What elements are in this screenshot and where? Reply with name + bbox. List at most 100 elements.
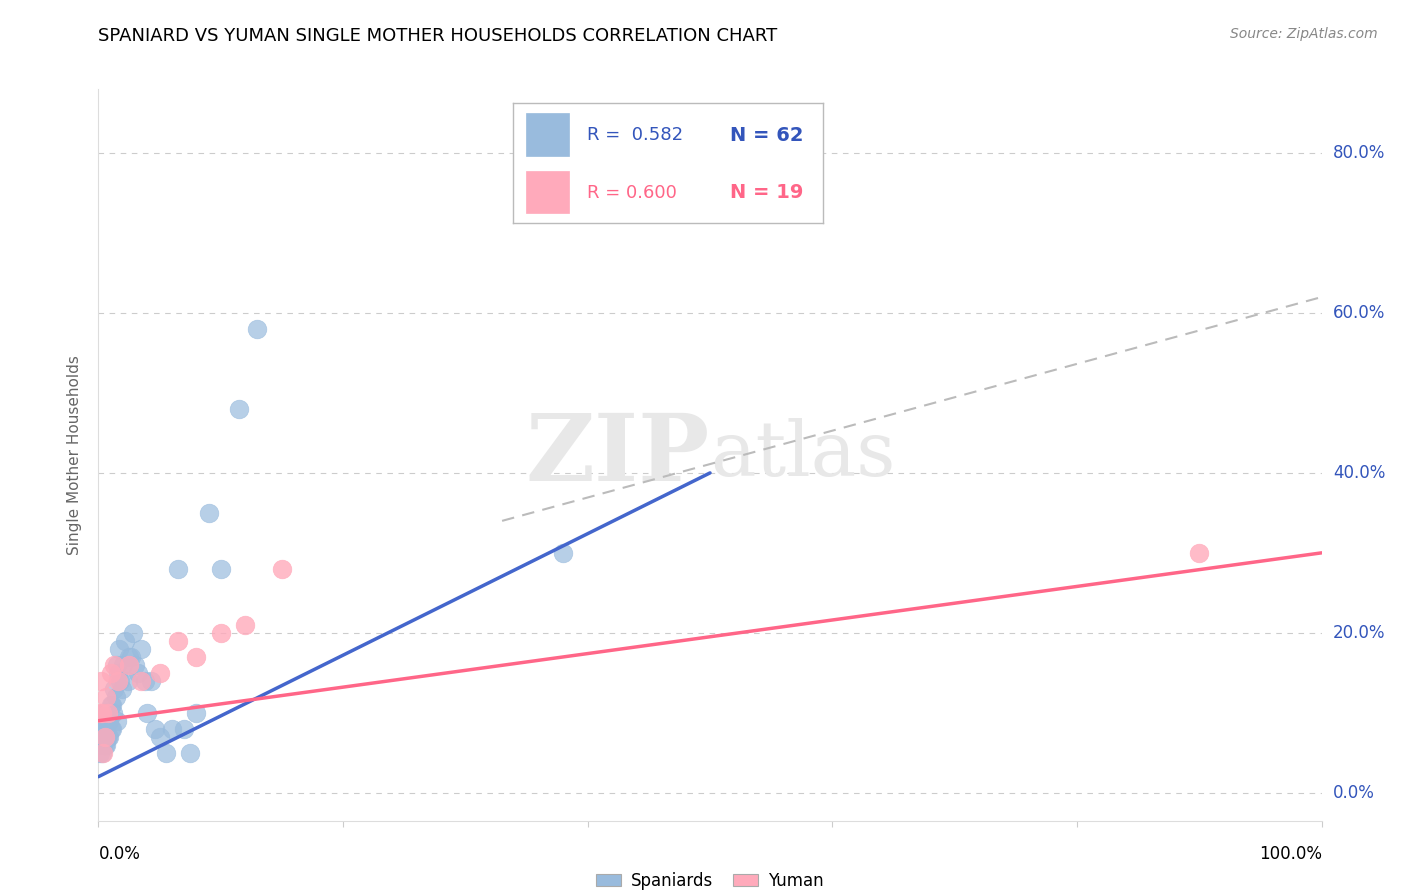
Text: 60.0%: 60.0% [1333, 304, 1385, 322]
Point [89, 730, 111, 744]
Point [173, 722, 195, 736]
Point [270, 562, 294, 576]
Point [94, 722, 117, 736]
Point [94, 690, 117, 704]
Point [96, 714, 118, 728]
Point [91, 746, 114, 760]
Point [91, 738, 114, 752]
Point [93, 738, 115, 752]
Point [117, 673, 139, 688]
Point [98, 730, 121, 744]
Text: 0.0%: 0.0% [1333, 784, 1375, 802]
Text: 80.0%: 80.0% [1333, 145, 1385, 162]
Text: 100.0%: 100.0% [1258, 845, 1322, 863]
Text: Source: ZipAtlas.com: Source: ZipAtlas.com [1230, 27, 1378, 41]
Point [186, 649, 208, 664]
Point [94, 738, 117, 752]
Point [93, 722, 115, 736]
Point [100, 722, 122, 736]
Legend: Spaniards, Yuman: Spaniards, Yuman [589, 865, 831, 892]
Point [93, 730, 115, 744]
Point [553, 546, 575, 560]
Text: 0.0%: 0.0% [98, 845, 141, 863]
Point [91, 706, 114, 720]
Point [124, 657, 146, 672]
Point [107, 673, 129, 688]
Point [105, 714, 128, 728]
Point [129, 641, 152, 656]
Point [118, 657, 141, 672]
Point [101, 706, 124, 720]
Point [105, 657, 128, 672]
Point [93, 706, 115, 720]
Point [89, 706, 111, 720]
Point [127, 665, 149, 680]
Point [108, 641, 131, 656]
Text: R =  0.582: R = 0.582 [588, 126, 683, 145]
Point [100, 665, 122, 680]
Point [97, 730, 120, 744]
Point [186, 706, 208, 720]
Text: R = 0.600: R = 0.600 [588, 184, 678, 202]
Point [91, 746, 114, 760]
Point [97, 714, 120, 728]
Point [134, 673, 156, 688]
Point [149, 665, 172, 680]
Y-axis label: Single Mother Households: Single Mother Households [67, 355, 83, 555]
Point [91, 730, 114, 744]
Point [120, 649, 142, 664]
Point [90, 673, 112, 688]
Text: atlas: atlas [710, 418, 896, 491]
Point [118, 649, 141, 664]
Text: ZIP: ZIP [526, 410, 710, 500]
Point [209, 562, 232, 576]
Point [233, 617, 256, 632]
Point [114, 633, 136, 648]
Point [197, 506, 219, 520]
Text: 40.0%: 40.0% [1333, 464, 1385, 482]
Point [98, 714, 121, 728]
FancyBboxPatch shape [526, 113, 569, 155]
Point [129, 673, 152, 688]
Point [89, 746, 111, 760]
Point [143, 722, 166, 736]
Point [110, 673, 132, 688]
Text: N = 19: N = 19 [730, 184, 803, 202]
Point [149, 730, 172, 744]
Point [91, 706, 114, 720]
Point [90, 738, 112, 752]
Point [90, 730, 112, 744]
Point [160, 722, 183, 736]
Point [121, 625, 143, 640]
Point [1188, 546, 1211, 560]
Point [103, 681, 125, 696]
Point [91, 722, 114, 736]
Text: SPANIARD VS YUMAN SINGLE MOTHER HOUSEHOLDS CORRELATION CHART: SPANIARD VS YUMAN SINGLE MOTHER HOUSEHOL… [98, 27, 778, 45]
Point [155, 746, 177, 760]
Point [96, 730, 118, 744]
Point [111, 657, 134, 672]
Point [167, 562, 190, 576]
Point [97, 706, 120, 720]
Point [209, 625, 232, 640]
Point [675, 202, 697, 216]
Point [91, 714, 114, 728]
Point [107, 665, 129, 680]
Point [139, 673, 162, 688]
Point [103, 657, 125, 672]
FancyBboxPatch shape [526, 171, 569, 213]
Text: N = 62: N = 62 [730, 126, 803, 145]
Text: 20.0%: 20.0% [1333, 624, 1385, 641]
Point [179, 746, 201, 760]
Point [101, 698, 124, 712]
Point [90, 714, 112, 728]
Point [94, 706, 117, 720]
Point [246, 322, 269, 336]
Point [111, 681, 134, 696]
Point [228, 401, 250, 416]
Point [101, 722, 124, 736]
Point [100, 698, 122, 712]
Point [136, 706, 159, 720]
Point [104, 690, 127, 704]
Point [167, 633, 190, 648]
